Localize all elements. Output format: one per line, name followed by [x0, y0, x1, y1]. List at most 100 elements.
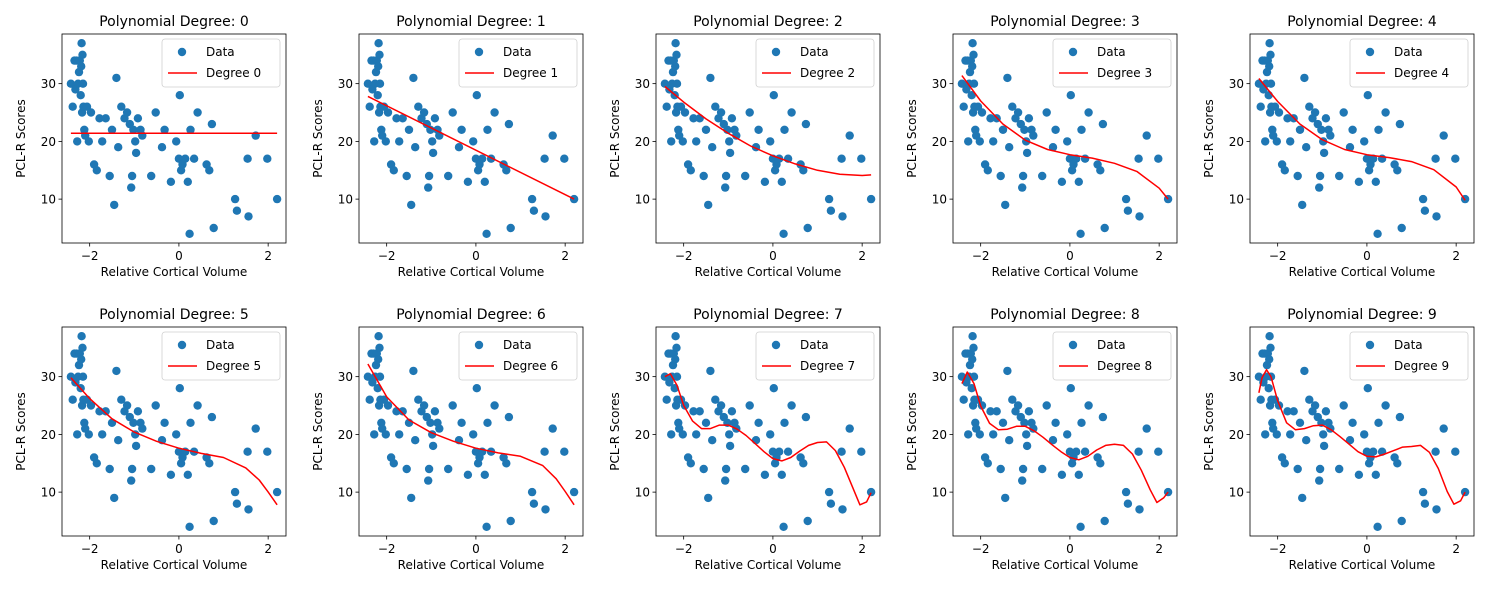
data-point: [766, 137, 775, 146]
data-point: [375, 372, 385, 381]
data-point: [1003, 73, 1012, 83]
data-point: [166, 470, 176, 479]
data-point: [686, 459, 695, 468]
data-point: [672, 79, 682, 88]
data-point: [1051, 418, 1060, 427]
data-point: [365, 395, 374, 404]
data-point: [105, 464, 114, 474]
axes-frame: [1249, 33, 1475, 244]
data-point: [986, 114, 995, 123]
data-point: [129, 125, 138, 134]
data-point: [838, 505, 847, 514]
data-point: [998, 418, 1008, 427]
legend: Data Degree 8: [1052, 331, 1172, 381]
legend-label-line: Degree 1: [503, 66, 558, 80]
data-point: [463, 177, 473, 186]
legend: Data Degree 1: [458, 38, 578, 88]
data-point: [783, 447, 793, 456]
legend-label-line: Degree 9: [1394, 359, 1449, 373]
data-point: [560, 447, 569, 456]
data-point: [779, 522, 788, 531]
x-tick-label: −2: [378, 249, 396, 263]
x-tick-label: 2: [264, 249, 272, 263]
data-point: [992, 407, 1001, 416]
data-point: [1283, 114, 1292, 123]
data-point: [375, 50, 384, 59]
data-point: [686, 166, 695, 175]
data-point: [837, 447, 846, 456]
x-axis-label: Relative Cortical Volume: [101, 558, 248, 572]
data-point: [133, 407, 143, 416]
data-point: [1397, 223, 1406, 233]
data-point: [448, 401, 457, 410]
data-point: [1003, 366, 1012, 376]
data-point: [151, 401, 160, 410]
x-tick-label: 2: [1452, 249, 1460, 263]
data-point: [230, 194, 240, 204]
data-point: [569, 487, 579, 497]
legend-box: [458, 331, 578, 381]
y-tick-label: 10: [932, 486, 947, 500]
subplot-8: Polynomial Degree: 8 −2 0 2 10 20 30 Relative C…: [905, 307, 1178, 572]
data-point: [1080, 447, 1090, 456]
axes-frame: [655, 326, 881, 537]
data-point: [672, 343, 681, 352]
data-point: [983, 459, 992, 468]
data-point: [1363, 91, 1373, 100]
subplot-1: Polynomial Degree: 1 −2 0 2 10 20 30 Relative C…: [311, 14, 584, 279]
data-point: [478, 154, 487, 163]
data-point: [1395, 119, 1405, 129]
data-point: [751, 436, 761, 445]
data-point: [114, 436, 123, 445]
legend: Data Degree 0: [161, 38, 281, 88]
data-point: [207, 119, 217, 129]
data-point: [127, 183, 136, 192]
data-point: [1265, 332, 1274, 341]
data-point: [548, 424, 557, 433]
data-point: [117, 395, 126, 404]
data-point: [678, 430, 687, 439]
data-point: [1283, 407, 1292, 416]
data-point: [1256, 395, 1265, 404]
legend-marker-data: [1365, 340, 1375, 350]
data-point: [73, 430, 82, 439]
y-tick-label: 30: [338, 77, 353, 91]
data-point: [78, 50, 87, 59]
data-point: [560, 154, 569, 163]
data-point: [680, 108, 690, 117]
y-tick-label: 30: [1229, 370, 1244, 384]
data-point: [1298, 200, 1307, 210]
legend-label-line: Degree 2: [800, 66, 855, 80]
data-point: [426, 418, 435, 427]
data-point: [721, 183, 730, 192]
data-point: [1066, 384, 1076, 393]
y-axis-label: PCL-R Scores: [1202, 392, 1216, 470]
data-point: [1335, 464, 1344, 474]
data-point: [84, 430, 94, 439]
data-point: [1315, 183, 1324, 192]
data-point: [529, 206, 539, 215]
data-point: [398, 407, 407, 416]
legend-marker-data: [474, 47, 484, 57]
data-point: [363, 79, 373, 88]
x-tick-label: 2: [1155, 542, 1163, 556]
data-point: [205, 459, 214, 468]
data-point: [131, 148, 141, 158]
fit-line: [1258, 78, 1466, 201]
data-point: [837, 154, 846, 163]
fit-line: [1258, 368, 1466, 505]
legend-box: [755, 331, 875, 381]
data-point: [969, 79, 979, 88]
data-point: [1339, 401, 1348, 410]
data-point: [428, 148, 438, 158]
data-point: [409, 366, 418, 376]
data-point: [151, 108, 160, 117]
data-point: [1020, 125, 1029, 134]
data-point: [1024, 407, 1034, 416]
legend-label-data: Data: [503, 45, 532, 59]
data-point: [1295, 418, 1305, 427]
fit-line: [367, 363, 575, 506]
data-point: [1354, 177, 1364, 186]
data-point: [131, 137, 140, 146]
x-tick-label: 2: [561, 542, 569, 556]
